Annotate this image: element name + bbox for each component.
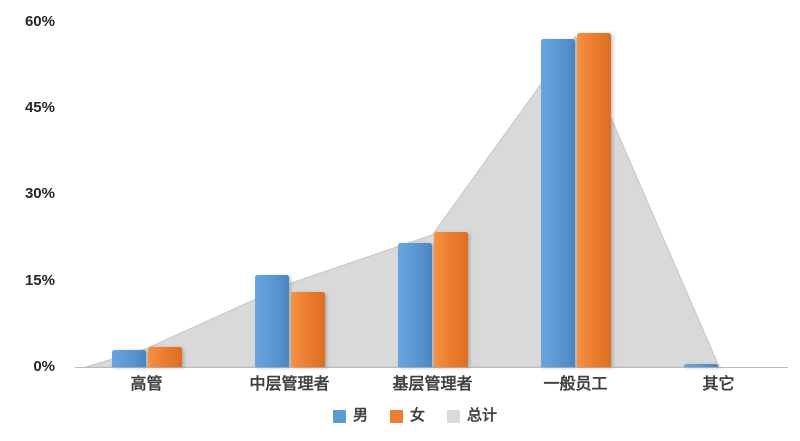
x-category-label: 中层管理者 (249, 376, 330, 393)
bar-女-基层管理者 (433, 231, 468, 367)
y-tick-label: 60% (24, 12, 55, 30)
bar-男-高管 (111, 349, 146, 367)
x-axis-line (75, 367, 788, 368)
x-category-label: 一般员工 (543, 376, 608, 393)
legend-swatch-icon (332, 409, 346, 423)
legend-item-男: 男 (332, 407, 368, 425)
x-category-label: 其它 (702, 376, 735, 393)
bar-男-基层管理者 (397, 243, 432, 367)
legend-swatch-icon (447, 409, 460, 423)
bar-男-中层管理者 (254, 274, 289, 367)
bar-女-中层管理者 (290, 292, 325, 367)
legend-item-女: 女 (389, 407, 425, 425)
legend-label: 男 (352, 407, 368, 424)
y-tick-label: 15% (24, 271, 55, 289)
x-category-label: 高管 (130, 376, 163, 393)
x-category-label: 基层管理者 (392, 376, 473, 393)
legend: 男 女 总计 (15, 404, 800, 428)
legend-item-总计: 总计 (447, 407, 497, 425)
bar-女-一般员工 (576, 33, 611, 367)
legend-swatch-icon (389, 409, 403, 423)
bar-男-其它 (683, 364, 718, 367)
y-tick-label: 0% (33, 358, 55, 375)
y-tick-label: 30% (24, 185, 55, 203)
legend-label: 总计 (467, 407, 498, 424)
bar-男-一般员工 (540, 39, 575, 367)
bar-女-高管 (147, 347, 182, 367)
legend-label: 女 (409, 407, 425, 424)
y-tick-label: 45% (24, 99, 55, 117)
